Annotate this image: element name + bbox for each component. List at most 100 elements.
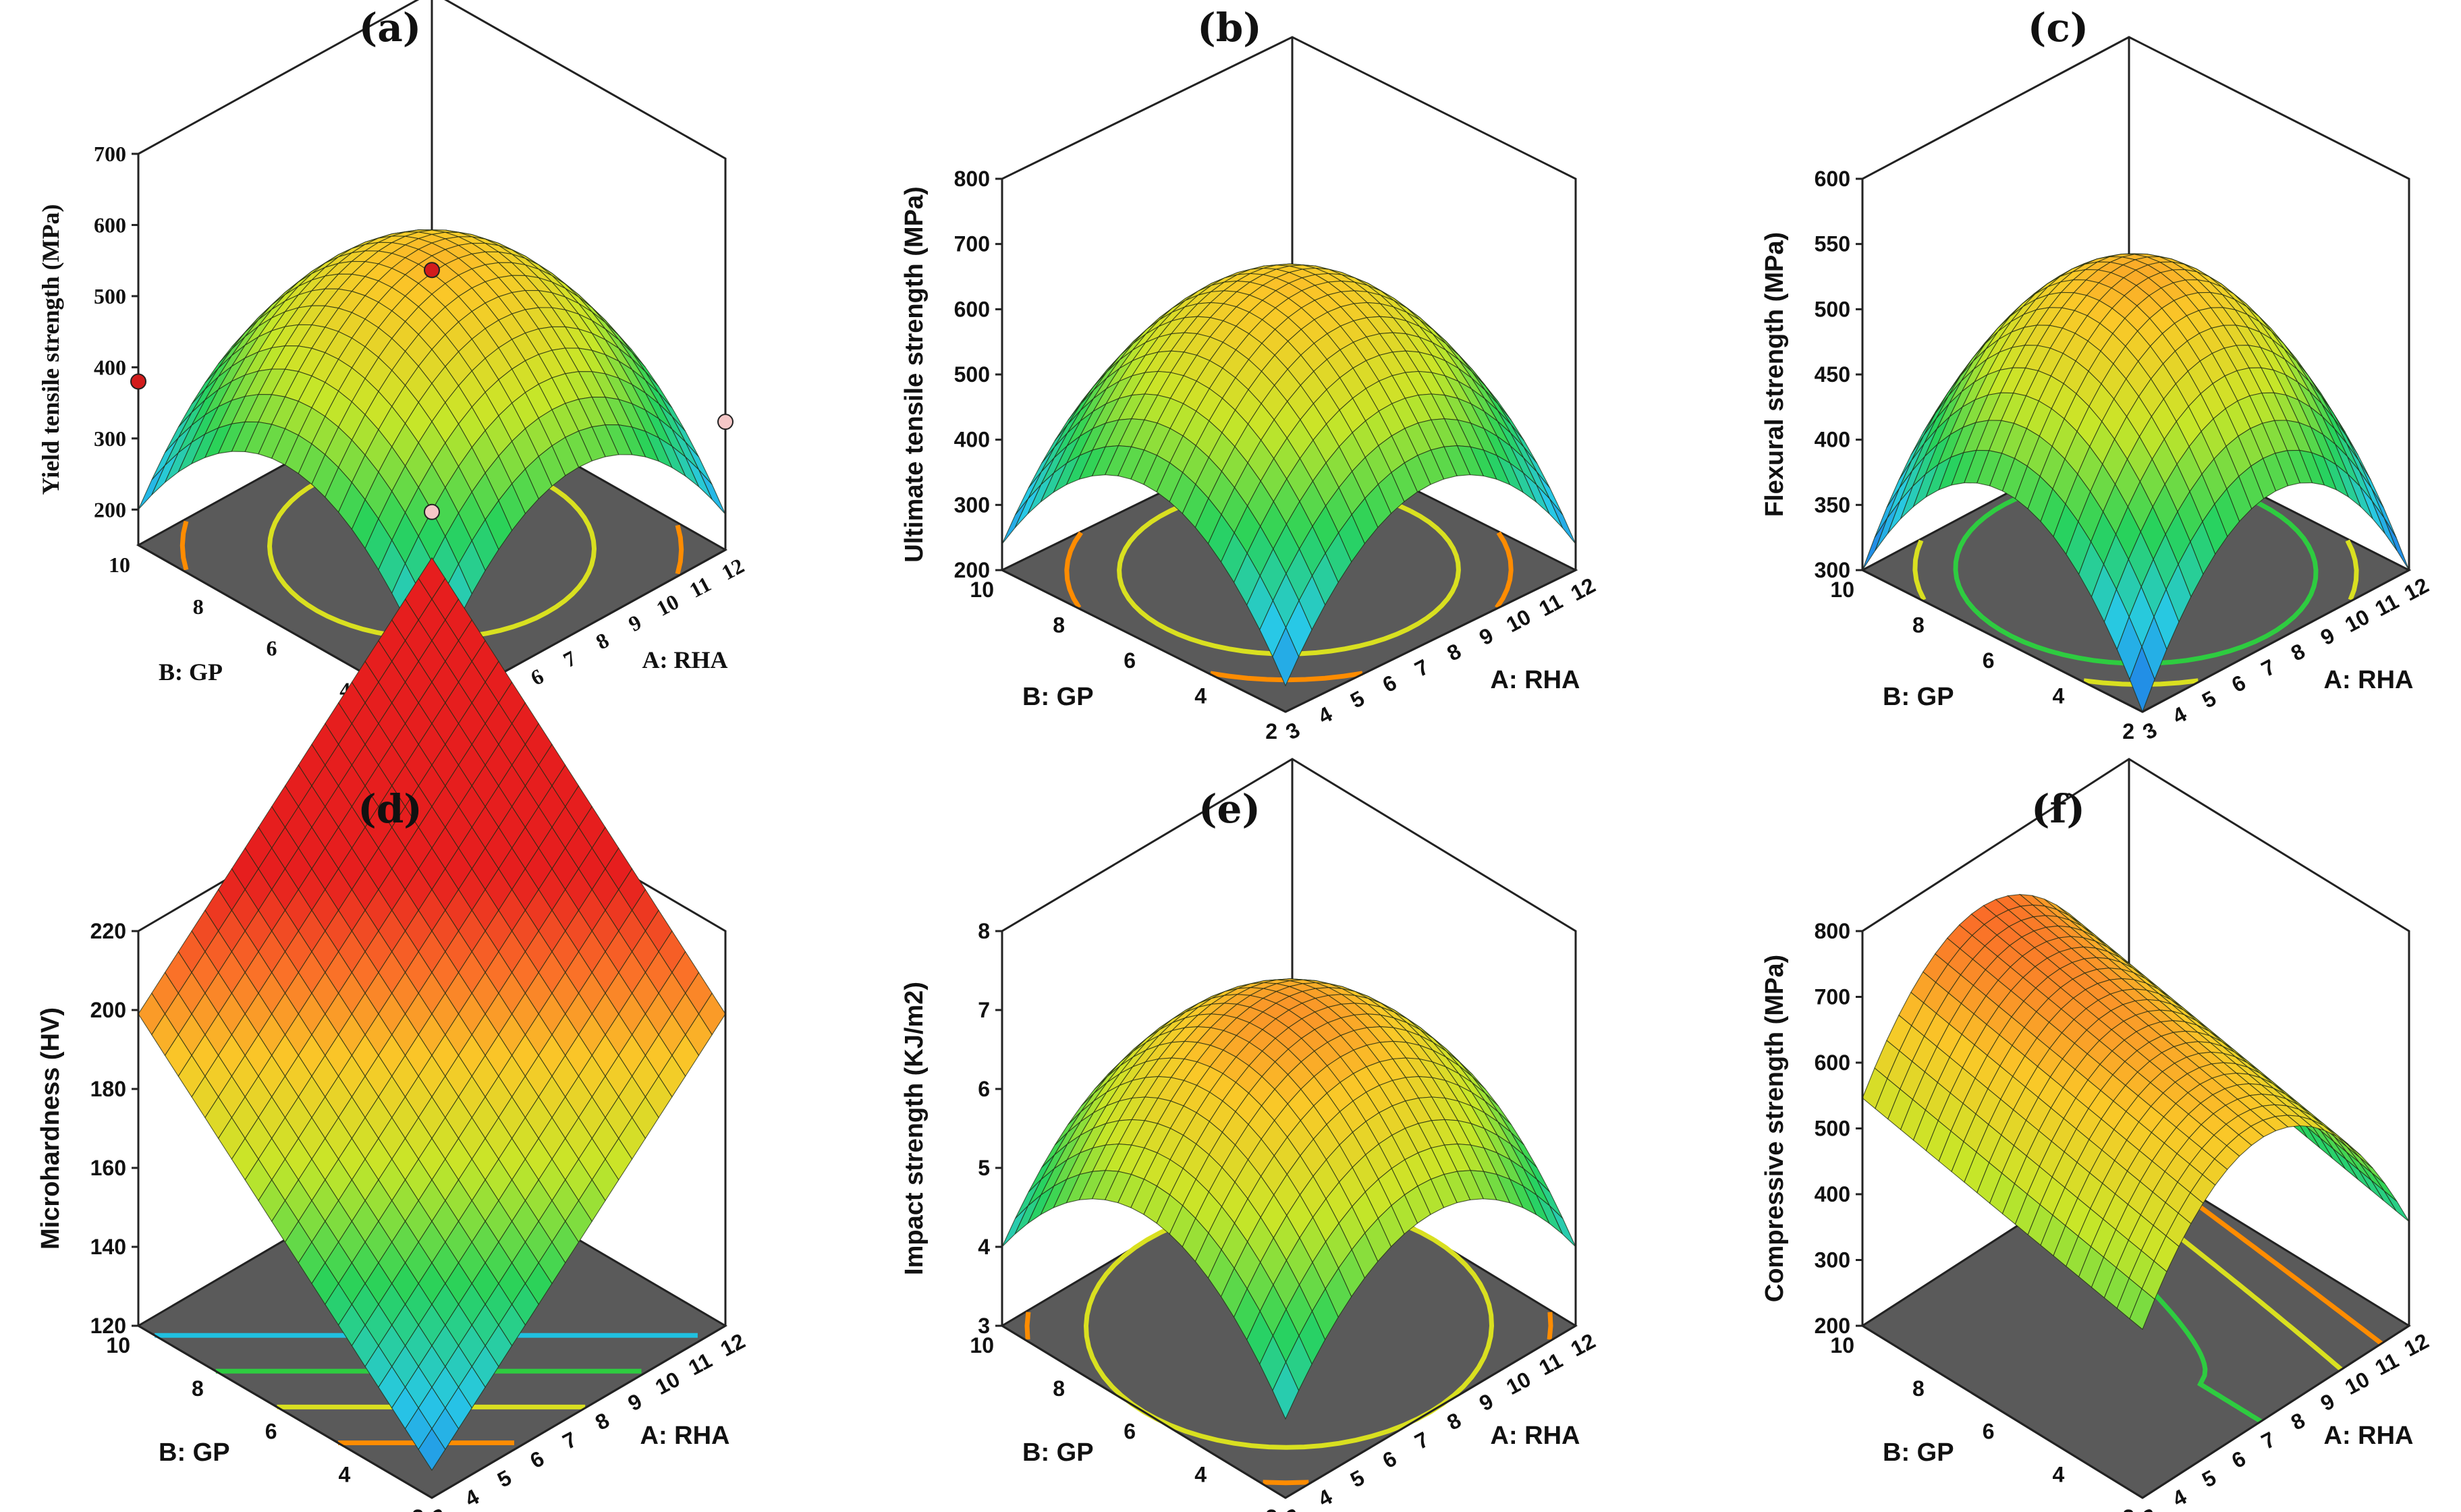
x-tick-label: 9	[624, 1389, 646, 1416]
z-tick-label: 600	[954, 297, 990, 321]
z-tick-label: 160	[90, 1156, 126, 1180]
y-axis-line	[1862, 569, 2143, 713]
z-axis-label: Impact strength (KJ/m2)	[900, 982, 929, 1275]
surface-mesh	[1862, 253, 2410, 713]
x-tick-label: 7	[559, 1427, 581, 1454]
y-tick-label: 2	[2122, 719, 2134, 744]
z-tick-label: 400	[94, 355, 126, 379]
z-tick-label: 700	[94, 142, 126, 166]
x-axis-line	[2142, 569, 2410, 713]
x-tick-label: 7	[1411, 1427, 1433, 1454]
x-tick-label: 3	[1282, 1503, 1304, 1512]
z-tick-label: 550	[1815, 232, 1850, 256]
z-tick-label: 220	[90, 919, 126, 943]
x-axis-label: A: RHA	[1491, 666, 1580, 694]
y-tick-label: 6	[1124, 1420, 1136, 1444]
x-tick-label: 6	[1379, 1446, 1401, 1473]
z-tick-label: 200	[90, 998, 126, 1022]
x-tick-label: 5	[2198, 686, 2220, 713]
z-axis-label: Yield tensile strength (MPa)	[37, 204, 64, 495]
x-tick-label: 11	[686, 571, 715, 603]
x-axis-line	[431, 1324, 726, 1499]
x-axis-label: A: RHA	[2324, 1422, 2414, 1450]
surface-cell	[2129, 646, 2155, 713]
x-tick-label: 4	[1314, 1484, 1336, 1511]
x-axis-label: A: RHA	[2324, 666, 2414, 694]
x-tick-label: 12	[717, 1328, 749, 1361]
z-tick-label: 300	[1815, 1248, 1850, 1272]
x-tick-label: 6	[526, 1446, 549, 1473]
z-tick-label: 700	[1815, 985, 1850, 1009]
x-axis-label: A: RHA	[1491, 1422, 1580, 1450]
panel-d: 3456789101112246810120140160180200220A: …	[36, 557, 749, 1512]
z-tick-label: 600	[1815, 167, 1850, 191]
x-axis-line	[1285, 569, 1576, 713]
x-tick-label: 12	[1567, 573, 1599, 605]
x-tick-label: 9	[1475, 623, 1497, 650]
y-tick-label: 4	[1194, 1462, 1207, 1486]
z-tick-label: 400	[1815, 1182, 1850, 1206]
x-tick-label: 9	[2317, 623, 2339, 650]
x-tick-label: 8	[2287, 639, 2309, 666]
y-tick-label: 6	[265, 1420, 277, 1444]
surface-cell	[1272, 1361, 1300, 1420]
y-tick-label: 2	[2122, 1505, 2134, 1512]
y-axis-label: B: GP	[1022, 1438, 1094, 1467]
surface-cell	[1001, 498, 1029, 544]
y-tick-label: 8	[192, 1376, 204, 1401]
panel-title: (d)	[358, 786, 422, 832]
y-axis-label: B: GP	[1022, 683, 1094, 711]
x-tick-label: 8	[1443, 1408, 1465, 1435]
z-tick-label: 800	[954, 167, 990, 191]
y-tick-label: 2	[1265, 1505, 1277, 1512]
y-axis-label: B: GP	[159, 1438, 230, 1467]
y-axis-line	[138, 1324, 433, 1499]
y-tick-label: 4	[338, 1462, 350, 1486]
surface-cell	[1272, 626, 1300, 687]
z-tick-label: 300	[954, 493, 990, 517]
y-tick-label: 10	[109, 553, 130, 577]
x-tick-label: 10	[2341, 605, 2373, 637]
y-tick-label: 8	[193, 594, 204, 619]
panel-title: (b)	[1197, 5, 1261, 51]
x-tick-label: 6	[2228, 1446, 2250, 1473]
z-tick-label: 400	[954, 428, 990, 452]
x-tick-label: 12	[2400, 573, 2433, 605]
y-tick-label: 4	[2052, 684, 2064, 708]
design-point	[424, 262, 440, 279]
z-tick-label: 500	[1815, 297, 1850, 321]
y-tick-label: 10	[970, 578, 994, 602]
x-tick-label: 11	[2371, 589, 2403, 621]
y-tick-label: 2	[1265, 719, 1277, 744]
z-tick-label: 600	[94, 213, 126, 237]
z-tick-label: 500	[94, 284, 126, 308]
z-axis-label: Microhardness (HV)	[36, 1007, 65, 1250]
surface-mesh	[1001, 978, 1576, 1420]
surface-cell	[2383, 1190, 2410, 1223]
z-tick-label: 700	[954, 232, 990, 256]
z-tick-label: 500	[954, 362, 990, 387]
z-axis-label: Flexural strength (MPa)	[1761, 232, 1789, 517]
x-tick-label: 4	[461, 1484, 483, 1511]
x-tick-label: 6	[526, 664, 547, 690]
x-tick-label: 10	[653, 589, 683, 621]
y-axis-line	[1862, 1324, 2143, 1499]
surface-mesh	[1001, 263, 1576, 687]
x-tick-label: 4	[1314, 702, 1336, 729]
z-tick-label: 450	[1815, 362, 1850, 387]
x-tick-label: 6	[1379, 670, 1401, 697]
x-tick-label: 10	[1502, 1367, 1534, 1399]
panel-title: (f)	[2031, 786, 2085, 832]
x-tick-label: 9	[1475, 1389, 1497, 1416]
x-tick-label: 10	[651, 1367, 684, 1399]
z-tick-label: 200	[94, 497, 126, 522]
x-tick-label: 12	[2400, 1328, 2433, 1361]
z-axis-label: Ultimate tensile strength (MPa)	[900, 186, 929, 562]
z-tick-label: 200	[1815, 1314, 1850, 1338]
x-tick-label: 5	[493, 1465, 516, 1492]
x-tick-label: 3	[2139, 717, 2161, 744]
design-point	[130, 373, 146, 390]
surface-cell	[418, 1428, 446, 1472]
x-tick-label: 4	[2168, 702, 2190, 729]
